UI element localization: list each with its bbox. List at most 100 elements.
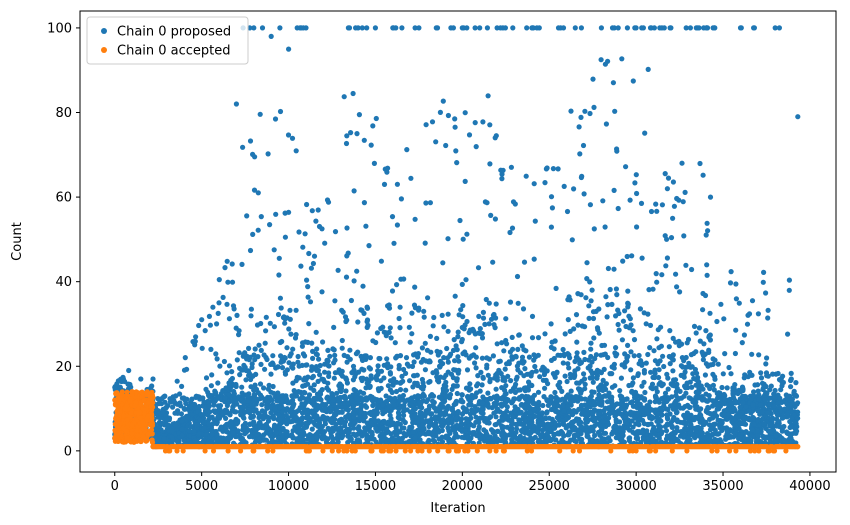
proposed-point: [464, 367, 471, 373]
proposed-point: [199, 345, 205, 351]
proposed-point: [319, 387, 325, 393]
proposed-point: [401, 366, 407, 373]
proposed-point: [479, 382, 485, 388]
proposed-point: [331, 375, 337, 381]
proposed-point: [289, 398, 295, 404]
proposed-point: [704, 272, 710, 278]
proposed-point: [299, 401, 305, 407]
proposed-point: [271, 324, 277, 330]
proposed-point: [401, 276, 407, 282]
proposed-point: [487, 122, 493, 128]
proposed-point: [542, 385, 548, 391]
proposed-point: [671, 203, 678, 209]
proposed-point: [389, 288, 396, 294]
proposed-point: [466, 396, 472, 402]
proposed-point: [474, 432, 480, 439]
proposed-point: [684, 340, 690, 346]
proposed-point: [643, 321, 649, 327]
proposed-point: [743, 429, 749, 435]
proposed-point: [755, 382, 761, 388]
proposed-point: [453, 148, 459, 154]
proposed-point: [565, 297, 571, 303]
proposed-point: [248, 313, 254, 319]
proposed-point: [354, 131, 360, 137]
proposed-point: [605, 265, 612, 272]
proposed-point: [275, 435, 282, 441]
proposed-point: [630, 328, 636, 334]
proposed-point: [630, 429, 636, 435]
proposed-point: [721, 316, 727, 322]
proposed-point: [587, 202, 594, 208]
series-proposed-points: [112, 25, 801, 450]
proposed-point: [703, 232, 709, 238]
proposed-point: [263, 328, 269, 334]
proposed-point: [375, 386, 381, 392]
proposed-point: [553, 408, 559, 414]
proposed-point: [667, 361, 673, 367]
proposed-point: [526, 354, 533, 360]
proposed-point: [294, 429, 301, 435]
proposed-point: [596, 411, 602, 417]
proposed-point: [553, 394, 559, 400]
proposed-point: [696, 407, 703, 413]
proposed-point: [531, 256, 537, 262]
proposed-point: [555, 382, 561, 388]
proposed-point: [462, 178, 468, 184]
proposed-point: [300, 340, 306, 346]
proposed-point: [115, 378, 121, 384]
proposed-point: [326, 373, 332, 379]
proposed-point: [246, 345, 252, 351]
proposed-point: [696, 325, 703, 331]
proposed-point: [596, 306, 602, 312]
proposed-point: [285, 132, 292, 138]
proposed-point: [310, 348, 316, 354]
proposed-point: [480, 119, 486, 125]
proposed-point: [396, 315, 402, 322]
proposed-point: [792, 419, 798, 425]
proposed-point: [415, 354, 421, 360]
proposed-point: [436, 379, 442, 385]
proposed-point: [521, 347, 527, 353]
proposed-point: [403, 433, 409, 439]
proposed-point: [159, 420, 165, 426]
proposed-point: [248, 433, 254, 439]
proposed-point: [426, 423, 432, 430]
proposed-point: [683, 262, 689, 268]
proposed-point: [269, 437, 275, 444]
proposed-point: [664, 255, 671, 261]
proposed-point: [666, 344, 672, 350]
proposed-point: [655, 327, 661, 333]
proposed-point: [571, 398, 577, 404]
proposed-point: [728, 371, 734, 377]
proposed-point: [409, 310, 415, 316]
proposed-point: [302, 231, 308, 237]
proposed-point: [226, 316, 232, 322]
proposed-point: [510, 25, 516, 31]
proposed-point: [545, 381, 551, 387]
proposed-point: [537, 374, 543, 380]
proposed-point: [408, 175, 414, 181]
proposed-point: [581, 409, 587, 415]
proposed-point: [334, 390, 340, 396]
proposed-point: [581, 191, 587, 197]
proposed-point: [399, 373, 405, 379]
proposed-point: [462, 428, 468, 434]
proposed-point: [655, 411, 661, 417]
proposed-point: [217, 438, 224, 444]
proposed-point: [707, 332, 713, 338]
proposed-point: [259, 425, 265, 431]
proposed-point: [536, 399, 542, 405]
proposed-point: [233, 421, 240, 427]
proposed-point: [349, 370, 355, 376]
proposed-point: [454, 160, 460, 166]
proposed-point: [223, 415, 229, 421]
proposed-point: [214, 356, 220, 362]
proposed-point: [295, 359, 301, 365]
proposed-point: [687, 404, 693, 410]
proposed-point: [332, 229, 339, 235]
proposed-point: [540, 402, 546, 409]
proposed-point: [624, 253, 630, 260]
proposed-point: [670, 368, 676, 374]
proposed-point: [499, 176, 505, 182]
proposed-point: [212, 391, 218, 397]
